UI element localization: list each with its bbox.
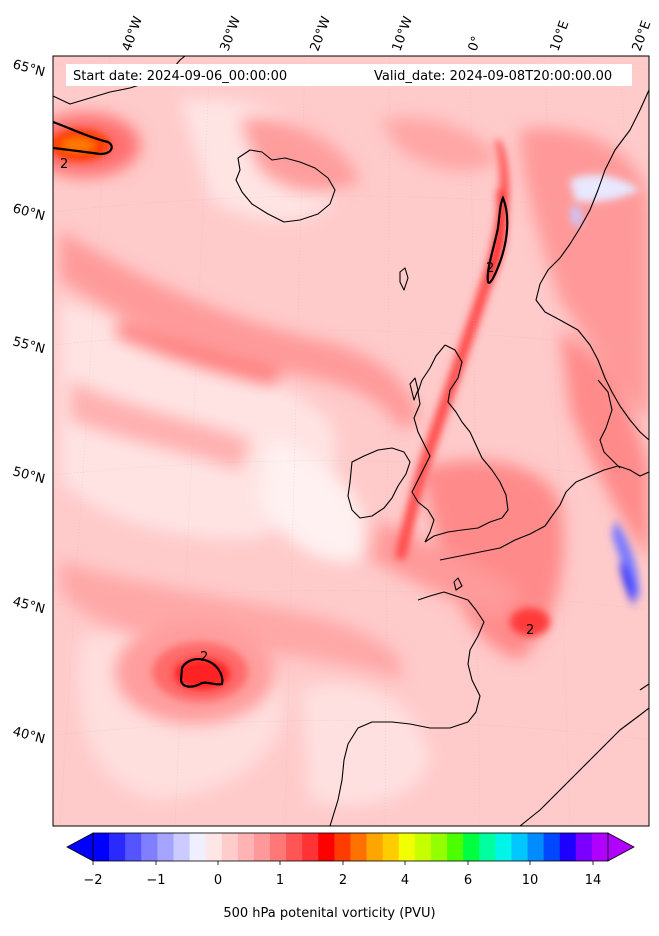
colorbar-segment — [527, 833, 545, 861]
britain-west-coast — [411, 344, 446, 543]
colorbar-segment — [463, 833, 480, 861]
pv-2-contours — [53, 120, 509, 688]
lat-label-40n: 40°N — [11, 724, 47, 747]
colorbar-extend-max — [607, 832, 635, 862]
low-countries-coast — [551, 465, 649, 517]
lat-label-50n: 50°N — [11, 464, 47, 487]
lon-label-30w: 30°W — [218, 14, 244, 53]
graticule — [53, 56, 649, 826]
colorbar-segment — [334, 833, 351, 861]
colorbar-segment — [398, 833, 416, 861]
lat-label-55n: 55°N — [11, 334, 47, 357]
lat-label-65n: 65°N — [11, 57, 47, 80]
contour-label-france: 2 — [526, 623, 534, 638]
contour-label-jet: 2 — [486, 261, 494, 276]
faroe-islands — [399, 267, 409, 291]
denmark-coast — [597, 379, 621, 469]
colorbar-segment — [302, 833, 319, 861]
mediterranean-coast — [519, 707, 649, 826]
colorbar-segment — [221, 833, 239, 861]
colorbar-segment — [237, 833, 255, 861]
colorbar-segment — [543, 833, 561, 861]
italy-coast — [639, 683, 649, 691]
contour-jet — [486, 195, 509, 284]
cb-tick: −1 — [146, 873, 165, 888]
colorbar-extend-min — [66, 832, 94, 862]
colorbar-segment — [93, 833, 110, 861]
colorbar-segment — [189, 833, 207, 861]
ireland-coast — [347, 447, 411, 519]
colorbar-segment — [430, 833, 448, 861]
colorbar-frame — [92, 832, 609, 862]
colorbar-segment — [253, 833, 271, 861]
contour-cyclone — [179, 658, 224, 688]
colorbar-segment — [495, 833, 512, 861]
latitude-labels: 65°N 60°N 55°N 50°N 45°N 40°N — [11, 57, 47, 747]
colorbar-label: 500 hPa potenital vorticity (PVU) — [223, 906, 436, 921]
colorbar-segment — [511, 833, 529, 861]
colorbar-segment — [318, 833, 335, 861]
colorbar-ticks: −2 −1 0 1 2 4 6 10 14 — [83, 873, 601, 888]
colorbar-segment — [575, 833, 593, 861]
lon-label-10e: 10°E — [548, 19, 573, 54]
lon-label-20e: 20°E — [630, 19, 655, 54]
cb-tick: 4 — [401, 873, 409, 888]
iberia-coast — [329, 721, 469, 826]
map-area: 2 2 2 2 — [53, 56, 649, 826]
pv-negative-regions — [570, 174, 640, 606]
colorbar-segment — [366, 833, 384, 861]
scotland-coast — [424, 344, 509, 543]
colorbar-segment — [559, 833, 577, 861]
france-coast — [417, 591, 485, 723]
cb-tick: 10 — [522, 873, 539, 888]
lon-label-10w: 10°W — [390, 14, 416, 53]
colorbar-segment — [591, 833, 609, 861]
hebrides — [409, 377, 419, 401]
colorbar-segment — [173, 833, 191, 861]
contour-label-cyclone: 2 — [200, 650, 208, 665]
norway-coast — [535, 89, 649, 441]
colorbar-segment — [286, 833, 303, 861]
colorbar-segment — [109, 833, 126, 861]
lat-label-45n: 45°N — [11, 594, 47, 617]
pv-france-maximum — [510, 608, 550, 636]
colorbar-segment — [157, 833, 174, 861]
cb-tick: 1 — [276, 873, 284, 888]
colorbar-segment — [479, 833, 496, 861]
small-island — [453, 577, 463, 591]
valid-date-text: Valid_date: 2024-09-08T20:00:00.00 — [374, 69, 612, 84]
map-frame — [52, 55, 650, 827]
start-date-text: Start date: 2024-09-06_00:00:00 — [73, 69, 287, 84]
colorbar-segment — [382, 833, 400, 861]
colorbar-segment — [205, 833, 223, 861]
lon-label-0: 0° — [466, 34, 485, 53]
colorbar — [66, 832, 635, 865]
lat-label-60n: 60°N — [11, 201, 47, 224]
pv-high-regions — [60, 117, 649, 680]
cb-tick: 0 — [214, 873, 222, 888]
cb-tick: −2 — [83, 873, 102, 888]
cb-tick: 6 — [464, 873, 472, 888]
colorbar-segment — [125, 833, 142, 861]
lon-label-20w: 20°W — [308, 14, 334, 53]
channel-france-coast — [439, 515, 553, 561]
iceland-coast — [235, 149, 336, 223]
pv-greenland-maximum — [53, 113, 140, 177]
contour-greenland — [53, 120, 113, 156]
coastlines — [53, 56, 649, 826]
colorbar-segment — [414, 833, 432, 861]
header-box — [66, 64, 632, 86]
lon-label-40w: 40°W — [120, 14, 146, 53]
contour-label-greenland: 2 — [60, 157, 68, 172]
colorbar-segment — [350, 833, 368, 861]
longitude-labels: 40°W 30°W 20°W 10°W 0° 10°E 20°E — [120, 14, 655, 53]
cb-tick: 2 — [339, 873, 347, 888]
cb-tick: 14 — [585, 873, 602, 888]
colorbar-segment — [447, 833, 464, 861]
pv-cyclone-maximum — [115, 620, 275, 724]
colorbar-segment — [270, 833, 287, 861]
colorbar-segment — [141, 833, 158, 861]
pv-jet-streak — [395, 140, 509, 560]
